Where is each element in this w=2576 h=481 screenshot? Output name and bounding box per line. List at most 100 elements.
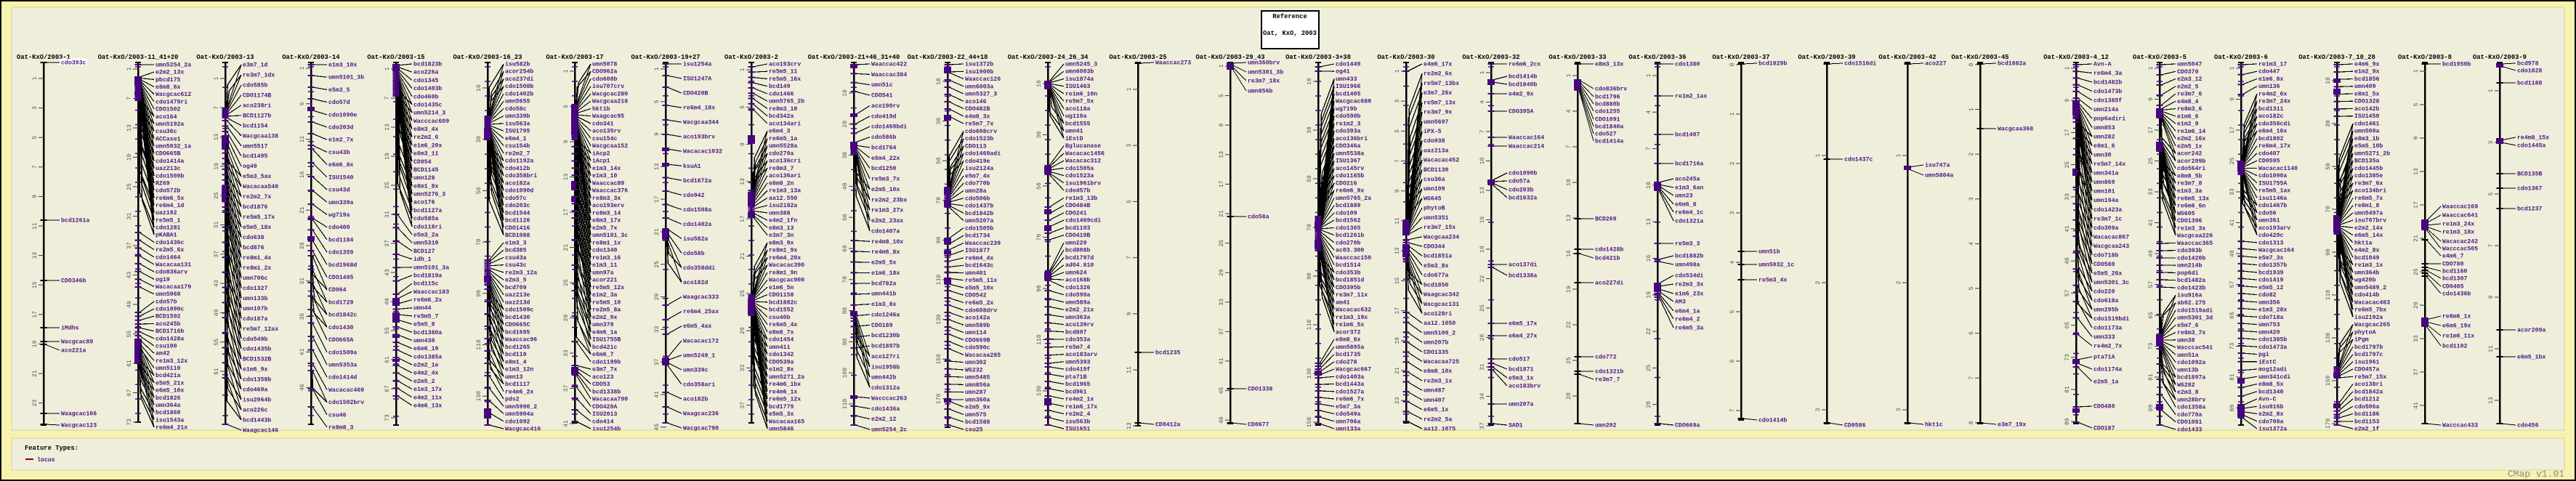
svg-text:50: 50 xyxy=(2325,163,2332,170)
svg-text:1: 1 xyxy=(1566,73,1572,77)
svg-text:umn487: umn487 xyxy=(1424,388,1445,395)
svg-text:cdo1437b: cdo1437b xyxy=(965,203,993,210)
svg-text:cdo1385b: cdo1385b xyxy=(2258,336,2287,344)
svg-text:csu100: csu100 xyxy=(156,344,177,350)
svg-text:e3m7_26x: e3m7_26x xyxy=(1424,90,1452,97)
svg-text:Waaccac169: Waaccac169 xyxy=(2442,204,2478,211)
svg-text:17: 17 xyxy=(2413,201,2420,209)
svg-text:re8m1_2x: re8m1_2x xyxy=(243,265,271,272)
svg-text:cdo57b: cdo57b xyxy=(156,298,177,305)
svg-text:aco227di: aco227di xyxy=(1595,280,1623,287)
svg-text:CDO1416: CDO1416 xyxy=(505,225,530,232)
svg-text:17: 17 xyxy=(2148,126,2155,134)
svg-text:cdo1516di: cdo1516di xyxy=(1844,60,1876,68)
svg-text:cdo1313: cdo1313 xyxy=(2258,239,2283,246)
svg-text:e5m3_8x: e5m3_8x xyxy=(1424,263,1448,270)
svg-text:e2m5_1a: e2m5_1a xyxy=(2093,379,2118,386)
svg-text:Waagcac236: Waagcac236 xyxy=(683,411,719,418)
svg-text:cdo1414a: cdo1414a xyxy=(156,158,184,165)
svg-text:re6m4_20x: re6m4_20x xyxy=(769,255,801,262)
svg-text:umn339c: umn339c xyxy=(683,367,708,373)
svg-text:umn51c: umn51c xyxy=(871,82,893,89)
svg-text:cdo1423a: cdo1423a xyxy=(2093,206,2122,214)
svg-text:bcd1562: bcd1562 xyxy=(1336,217,1360,225)
svg-text:re8m3_7: re8m3_7 xyxy=(769,166,794,172)
svg-text:70: 70 xyxy=(2325,206,2332,213)
svg-text:10: 10 xyxy=(936,78,942,85)
svg-text:Waaccac422: Waaccac422 xyxy=(871,62,907,68)
svg-text:CD0595: CD0595 xyxy=(2258,158,2280,165)
svg-text:cdo549b: cdo549b xyxy=(243,336,267,343)
svg-text:CDO1081: CDO1081 xyxy=(2177,419,2202,426)
svg-text:cdo278: cdo278 xyxy=(1336,358,1357,365)
svg-text:cdo1380: cdo1380 xyxy=(1675,61,1700,68)
svg-text:e4m2_4x: e4m2_4x xyxy=(413,371,438,377)
svg-text:re2m3_3x: re2m3_3x xyxy=(1675,282,1703,288)
svg-text:43: 43 xyxy=(126,272,133,279)
svg-text:ISU1540: ISU1540 xyxy=(328,174,353,181)
svg-text:e6m5_1bx: e6m5_1bx xyxy=(2517,354,2545,361)
svg-text:16: 16 xyxy=(1479,217,1486,224)
svg-text:22: 22 xyxy=(1566,321,1572,328)
svg-text:bcd1261a: bcd1261a xyxy=(61,217,89,225)
svg-text:33: 33 xyxy=(654,326,661,333)
svg-text:umn5846: umn5846 xyxy=(769,427,794,433)
svg-text:CDO665C: CDO665C xyxy=(505,322,530,328)
svg-text:re8m3_3x: re8m3_3x xyxy=(592,195,621,202)
svg-text:bcd1307: bcd1307 xyxy=(2442,275,2467,283)
svg-text:umn433: umn433 xyxy=(1336,76,1357,83)
svg-text:bcd1482b: bcd1482b xyxy=(2093,79,2122,86)
svg-text:70: 70 xyxy=(842,276,849,283)
svg-text:49: 49 xyxy=(214,309,220,316)
svg-text:cdo1433: cdo1433 xyxy=(2177,427,2202,434)
svg-text:Wacacaa790: Wacacaa790 xyxy=(592,397,628,403)
svg-text:e1m3_6an: e1m3_6an xyxy=(1675,185,1703,192)
svg-text:Waagcac166: Waagcac166 xyxy=(61,411,97,418)
svg-text:1: 1 xyxy=(2413,69,2420,73)
svg-text:cdo1340: cdo1340 xyxy=(592,247,617,254)
svg-text:cdo309a: cdo309a xyxy=(2093,225,2118,232)
svg-text:11: 11 xyxy=(32,222,39,230)
svg-text:re6m4_1c: re6m4_1c xyxy=(1675,210,1703,217)
svg-text:cdo1090e: cdo1090e xyxy=(328,111,357,118)
svg-text:CDO395A: CDO395A xyxy=(1509,109,1533,116)
svg-text:cdo358bri: cdo358bri xyxy=(505,172,537,179)
svg-text:umn869: umn869 xyxy=(2093,179,2115,186)
svg-text:Wacgcac612: Wacgcac612 xyxy=(156,92,191,98)
svg-text:umn214a: umn214a xyxy=(2093,107,2118,113)
svg-text:umn5109_2: umn5109_2 xyxy=(1424,330,1455,336)
svg-text:e2m2_9x: e2m2_9x xyxy=(592,315,617,321)
svg-text:1: 1 xyxy=(1219,64,1225,68)
svg-text:cdo1358b: cdo1358b xyxy=(243,376,271,384)
svg-text:CDO1335: CDO1335 xyxy=(1424,349,1448,356)
svg-text:CDO457a: CDO457a xyxy=(2354,367,2379,373)
svg-text:bcd1212: bcd1212 xyxy=(2354,396,2379,403)
svg-text:e1m3_17x: e1m3_17x xyxy=(413,387,442,393)
svg-text:cdo1092a: cdo1092a xyxy=(2177,359,2205,366)
svg-text:ISU1247A: ISU1247A xyxy=(683,76,711,83)
svg-text:9: 9 xyxy=(654,132,661,136)
svg-text:re2m2_23bx: re2m2_23bx xyxy=(871,196,907,203)
svg-text:e1m6_6: e1m6_6 xyxy=(2177,113,2199,120)
svg-text:e6m6_8x: e6m6_8x xyxy=(328,162,353,169)
svg-text:89: 89 xyxy=(2148,405,2155,412)
svg-text:cdo1473a: cdo1473a xyxy=(2258,344,2287,351)
svg-text:e6m6_19x: e6m6_19x xyxy=(2442,323,2471,330)
svg-text:SAD1: SAD1 xyxy=(1509,423,1523,429)
svg-text:50: 50 xyxy=(842,214,849,221)
svg-text:25: 25 xyxy=(2064,161,2071,169)
svg-text:bcd1695: bcd1695 xyxy=(505,328,530,336)
svg-text:43: 43 xyxy=(214,280,220,287)
svg-text:umn441b: umn441b xyxy=(871,291,896,298)
svg-text:AM3: AM3 xyxy=(1675,299,1686,306)
svg-text:1: 1 xyxy=(1479,70,1486,74)
svg-text:re6m5_3a: re6m5_3a xyxy=(1675,326,1703,332)
svg-text:10: 10 xyxy=(2325,77,2332,84)
svg-text:e8m8_5x: e8m8_5x xyxy=(2258,381,2283,388)
svg-text:bcd115c: bcd115c xyxy=(413,280,438,288)
svg-text:Wacacac1140: Wacacac1140 xyxy=(2258,166,2298,172)
svg-text:umn282: umn282 xyxy=(2093,134,2115,141)
svg-text:bcd421c: bcd421c xyxy=(592,344,617,351)
svg-text:e3m7_19x: e3m7_19x xyxy=(1998,422,2026,429)
svg-text:41: 41 xyxy=(563,420,570,427)
